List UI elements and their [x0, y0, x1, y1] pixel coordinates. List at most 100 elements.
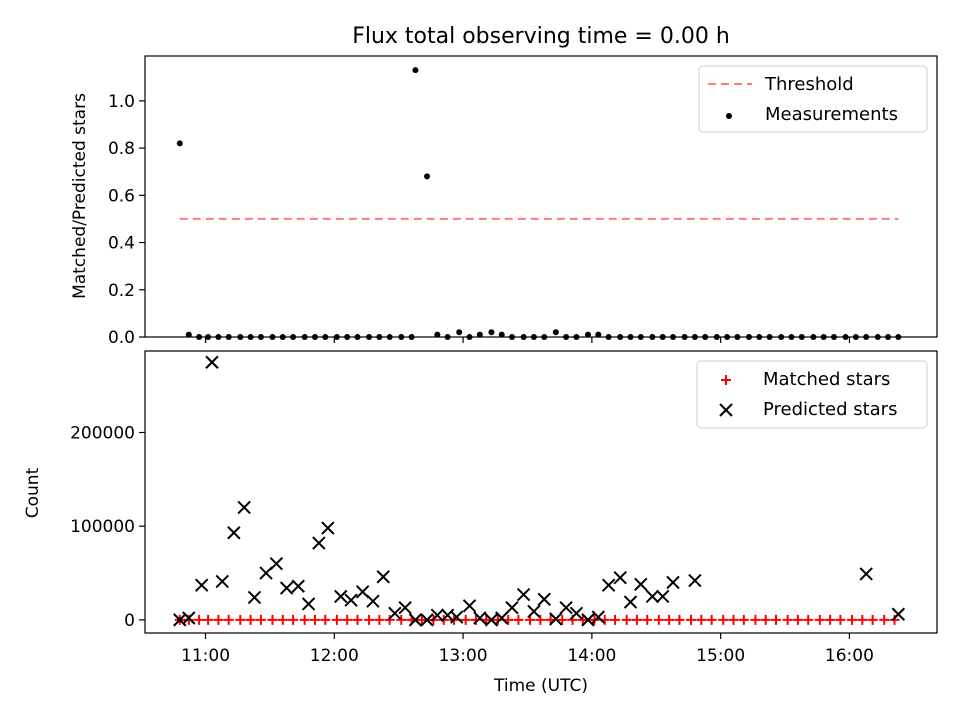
bottom-x-tick-label: 16:00 [825, 646, 874, 666]
predicted-star-marker [388, 606, 402, 621]
predicted-star-marker [237, 500, 251, 515]
matched-star-marker [750, 614, 761, 625]
predicted-star-marker [537, 592, 551, 606]
predicted-star-marker [559, 600, 573, 615]
matched-star-marker [513, 614, 524, 625]
predicted-star-marker [666, 575, 680, 590]
measurement-point [176, 140, 183, 147]
matched-star-marker [835, 614, 846, 625]
top-legend-box [698, 65, 928, 133]
top-axes-frame [144, 55, 938, 338]
matched-stars-legend-marker [721, 375, 731, 385]
predicted-star-marker [449, 610, 464, 624]
predicted-star-marker [473, 611, 487, 625]
matched-star-marker [557, 614, 568, 625]
matched-star-marker [653, 614, 664, 625]
predicted-star-marker [430, 608, 445, 622]
predicted-star-marker [505, 600, 519, 615]
bottom-x-tick-label: 13:00 [439, 646, 488, 666]
matched-star-marker [183, 614, 194, 625]
matched-star-marker [245, 614, 256, 625]
predicted-star-marker [581, 613, 595, 627]
predicted-star-marker [516, 587, 531, 602]
predicted-star-marker [569, 606, 584, 621]
predicted-stars-legend-marker [719, 403, 733, 417]
predicted-star-marker [462, 599, 477, 613]
matched-star-marker [814, 614, 825, 625]
predicted-star-marker [227, 526, 241, 540]
predicted-star-marker [591, 610, 606, 624]
measurement-point [456, 329, 463, 336]
predicted-star-marker [549, 612, 563, 626]
matched-star-marker [194, 614, 205, 625]
matched-star-marker [857, 614, 868, 625]
predicted-star-marker [645, 589, 660, 604]
predicted-star-marker [688, 573, 702, 588]
matched-star-marker [867, 614, 878, 625]
predicted-star-marker [301, 597, 316, 611]
bottom-panel: Count Time (UTC) 0 100000 200000 11:00 12:00… [23, 350, 938, 696]
predicted-star-marker [344, 593, 358, 607]
matched-star-marker [299, 614, 310, 625]
matched-star-marker [277, 614, 288, 625]
predicted-star-marker [655, 589, 670, 604]
predicted-star-marker [366, 594, 380, 608]
matched-star-marker [642, 614, 653, 625]
matched-star-marker [577, 614, 588, 625]
top-legend: Threshold Measurements [698, 65, 928, 133]
predicted-star-marker [321, 521, 335, 535]
bottom-plot-area: 0 100000 200000 11:00 12:00 13:00 14:00 15:00 16… [70, 355, 906, 666]
predicted-star-marker [215, 574, 229, 589]
matched-star-marker [223, 614, 234, 625]
bottom-legend-box [696, 360, 928, 429]
measurement-point [412, 67, 419, 74]
top-y-tick-label: 0.0 [108, 328, 135, 348]
matched-star-marker [460, 614, 471, 625]
predicted-star-marker [623, 595, 638, 609]
measurement-point [424, 173, 431, 180]
matched-star-marker [792, 614, 803, 625]
bottom-y-tick-label: 100000 [70, 517, 135, 537]
predicted-star-marker [634, 577, 648, 591]
bottom-legend: Matched stars Predicted stars [696, 360, 928, 429]
matched-star-marker [803, 614, 814, 625]
bottom-x-axis-label: Time (UTC) [493, 676, 588, 696]
bottom-x-tick-label: 11:00 [181, 646, 230, 666]
measurement-point [185, 331, 192, 338]
matched-star-marker [331, 614, 342, 625]
matched-star-marker [621, 614, 632, 625]
predicted-star-marker [376, 570, 390, 584]
predicted-star-marker [194, 578, 209, 592]
measurement-point [552, 329, 559, 336]
predicted-star-marker [398, 600, 412, 615]
matched-star-marker [267, 614, 278, 625]
matched-star-marker [706, 614, 717, 625]
matched-star-marker [342, 614, 353, 625]
measurement-point [434, 331, 441, 338]
matched-star-marker [718, 614, 729, 625]
predicted-star-marker [279, 581, 294, 595]
top-y-axis-label: Matched/Predicted stars [70, 93, 90, 299]
matched-star-marker [879, 614, 890, 625]
measurement-point [476, 331, 483, 338]
matched-star-marker [255, 614, 266, 625]
predicted-star-marker [205, 355, 219, 369]
matched-star-marker [352, 614, 363, 625]
predicted-star-marker [859, 567, 873, 581]
predicted-star-marker [420, 613, 434, 627]
measurement-point [595, 331, 602, 338]
predicted-star-marker [613, 571, 627, 585]
matched-star-marker [235, 614, 246, 625]
predicted-star-marker [334, 589, 348, 604]
matched-star-marker [674, 614, 685, 625]
bottom-x-tick-label: 15:00 [696, 646, 745, 666]
predicted-star-marker [247, 590, 262, 605]
matched-star-marker [847, 614, 858, 625]
predicted-star-marker [269, 556, 284, 571]
matched-star-marker [288, 614, 299, 625]
predicted-star-marker [312, 536, 326, 550]
top-panel: Flux total observing time = 0.00 h Match… [70, 24, 938, 348]
matched-star-marker [416, 614, 427, 625]
top-y-tick-label: 0.8 [108, 139, 135, 159]
measurements-legend-label: Measurements [765, 104, 898, 125]
